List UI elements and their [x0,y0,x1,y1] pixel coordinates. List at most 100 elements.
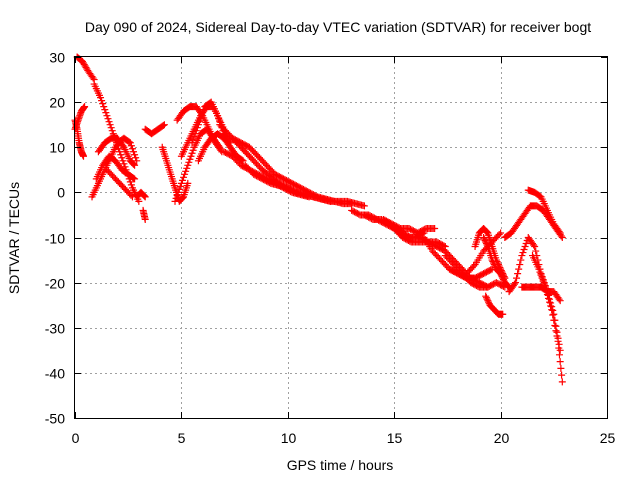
data-point [535,265,543,273]
data-point [118,154,126,162]
data-point [80,152,88,160]
y-tick-label: -30 [45,321,65,337]
data-point [499,276,507,284]
y-axis-label: SDTVAR / TECUs [6,182,22,294]
data-point [198,112,206,120]
data-point [549,311,557,319]
data-point [495,230,503,238]
series-arc-12 [158,143,192,205]
y-tick-label: 20 [49,95,65,111]
data-point [517,256,525,264]
y-tick-label: -40 [45,366,65,382]
series-arc-6 [92,152,139,183]
data-point [126,139,134,147]
data-point [200,106,208,114]
data-point [178,176,186,184]
gridlines [75,57,607,418]
data-point [106,121,114,129]
data-point [530,241,538,249]
data-point [188,139,196,147]
x-tick-label: 15 [387,430,403,446]
data-point [239,157,247,165]
data-point [104,115,112,123]
data-point [119,157,127,165]
data-point [187,152,195,160]
series-arc-32 [482,292,507,318]
data-point [140,191,148,199]
data-point [514,270,522,278]
data-point [519,249,527,257]
data-point [558,378,566,386]
data-point [497,271,505,279]
series-arc-7 [94,134,139,169]
data-point [490,261,498,269]
data-point [183,164,191,172]
data-point [518,252,526,260]
series-arc-8 [103,166,136,201]
y-tick-label: 0 [57,185,65,201]
data-point [177,179,185,187]
data-point [482,240,490,248]
data-point [185,158,193,166]
data-point [195,118,203,126]
data-point [491,262,499,270]
data-point [556,229,564,237]
data-point [127,191,135,199]
data-point [100,103,108,111]
data-point [431,224,439,232]
data-point [550,310,558,318]
data-point [81,103,89,111]
data-point [103,112,111,120]
data-point [482,292,490,300]
data-point [520,246,528,254]
data-point [510,280,518,288]
data-points [71,53,566,386]
data-point [558,234,566,241]
data-point [548,306,556,314]
data-point [175,185,183,193]
series-arc-9 [133,188,149,201]
data-point [189,136,197,144]
data-point [482,227,490,235]
data-point [179,194,187,202]
data-point [532,247,540,255]
data-point [135,197,143,205]
data-point [489,258,497,266]
data-point [555,227,563,235]
data-point [160,121,168,129]
data-point [181,170,189,178]
data-point [115,145,123,153]
data-point [180,173,188,181]
x-tick-label: 5 [178,430,186,446]
data-point [172,194,180,202]
data-point [556,297,564,305]
data-point [470,262,478,270]
data-point [130,174,138,182]
series-arc-37 [529,252,566,386]
data-point [126,178,134,186]
data-point [480,234,488,241]
data-point [130,148,138,156]
data-point [188,149,196,157]
data-point [555,344,563,352]
data-point [192,127,200,135]
data-point [537,271,545,279]
data-point [127,142,135,150]
data-point [131,175,139,183]
data-point [499,310,507,318]
y-tick-label: 30 [49,50,65,66]
data-point [97,94,105,102]
data-point [483,228,491,236]
data-point [543,291,551,299]
data-point [485,298,493,306]
data-point [531,243,539,251]
data-point [554,337,562,345]
data-point [541,283,549,291]
data-point [482,238,490,246]
data-point [547,302,555,310]
data-point [516,261,524,269]
data-point [498,273,506,281]
data-point [482,294,490,302]
data-point [171,197,179,205]
data-point [141,215,149,223]
